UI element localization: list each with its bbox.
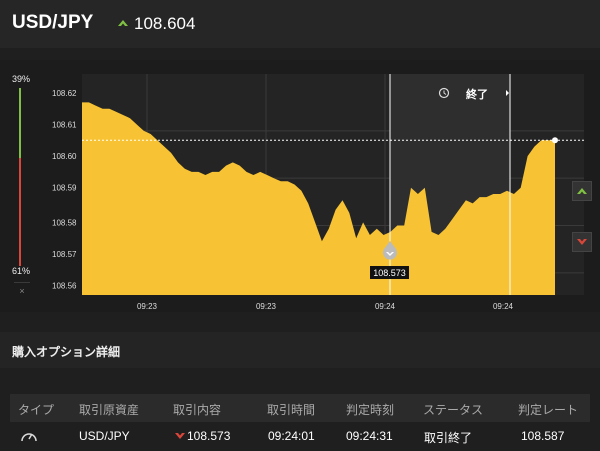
down-arrow-icon [577, 239, 587, 245]
row-rate: 108.587 [521, 429, 565, 443]
up-arrow-icon [118, 20, 128, 26]
low-button[interactable] [572, 232, 592, 252]
down-arrow-icon [175, 433, 185, 439]
odds-bar-up [19, 88, 21, 158]
odds-down-percent: 61% [12, 266, 31, 276]
odds-up-percent: 39% [12, 74, 31, 84]
row-trade: 108.573 [187, 429, 231, 443]
row-asset: USD/JPY [79, 429, 130, 443]
x-tick-label: 09:23 [137, 302, 158, 311]
row-trade-time: 09:24:01 [268, 429, 315, 443]
col-type: タイプ [18, 403, 55, 417]
odds-close-button[interactable]: × [14, 282, 30, 298]
y-tick-label: 108.58 [52, 218, 77, 227]
currency-pair-title: USD/JPY [12, 12, 94, 33]
y-tick-label: 108.62 [52, 89, 77, 98]
col-trade-time: 取引時間 [267, 403, 316, 417]
chart-panel: 終了 108.573 108.62 108.61 108.60 108.59 108.58 1… [0, 60, 600, 312]
top-bar: USD/JPY 108.604 [0, 0, 600, 48]
entry-rate-label-bg [370, 266, 409, 279]
table-row[interactable]: USD/JPY 108.573 09:24:01 09:24:31 取引終了 1… [10, 424, 590, 448]
history-clock-icon [438, 87, 450, 99]
price-chart: 終了 108.573 108.62 108.61 108.60 108.59 108.58 1… [52, 74, 584, 311]
current-rate: 108.604 [134, 14, 196, 33]
odds-bar-down [19, 158, 21, 266]
col-judge-time: 判定時刻 [346, 403, 395, 417]
col-trade: 取引内容 [173, 403, 222, 417]
high-button[interactable] [572, 181, 592, 201]
table-header: タイプ 取引原資産 取引内容 取引時間 判定時刻 ステータス 判定レート [10, 394, 590, 422]
gauge-icon [21, 433, 37, 442]
y-tick-label: 108.60 [52, 152, 77, 161]
end-marker [506, 90, 509, 96]
x-tick-label: 09:24 [493, 302, 514, 311]
y-tick-label: 108.56 [52, 282, 77, 291]
col-rate: 判定レート [518, 403, 579, 417]
current-rate-dot [552, 137, 558, 144]
up-arrow-icon [577, 188, 587, 194]
odds-panel: 39% 61% × [0, 60, 44, 312]
entry-rate-label: 108.573 [373, 268, 406, 278]
x-tick-label: 09:23 [256, 302, 277, 311]
entry-down-arrow [386, 252, 394, 256]
y-tick-label: 108.57 [52, 250, 77, 259]
price-area [82, 102, 555, 296]
x-tick-label: 09:24 [375, 302, 396, 311]
y-tick-label: 108.61 [52, 121, 77, 130]
row-judge-time: 09:24:31 [346, 429, 393, 443]
col-status: ステータス [423, 403, 484, 417]
end-label: 終了 [466, 87, 488, 101]
y-tick-label: 108.59 [52, 184, 77, 193]
col-asset: 取引原資産 [79, 403, 140, 417]
entry-pin-icon [383, 241, 397, 260]
row-status: 取引終了 [424, 431, 473, 445]
purchase-details-title: 購入オプション詳細 [0, 332, 600, 368]
